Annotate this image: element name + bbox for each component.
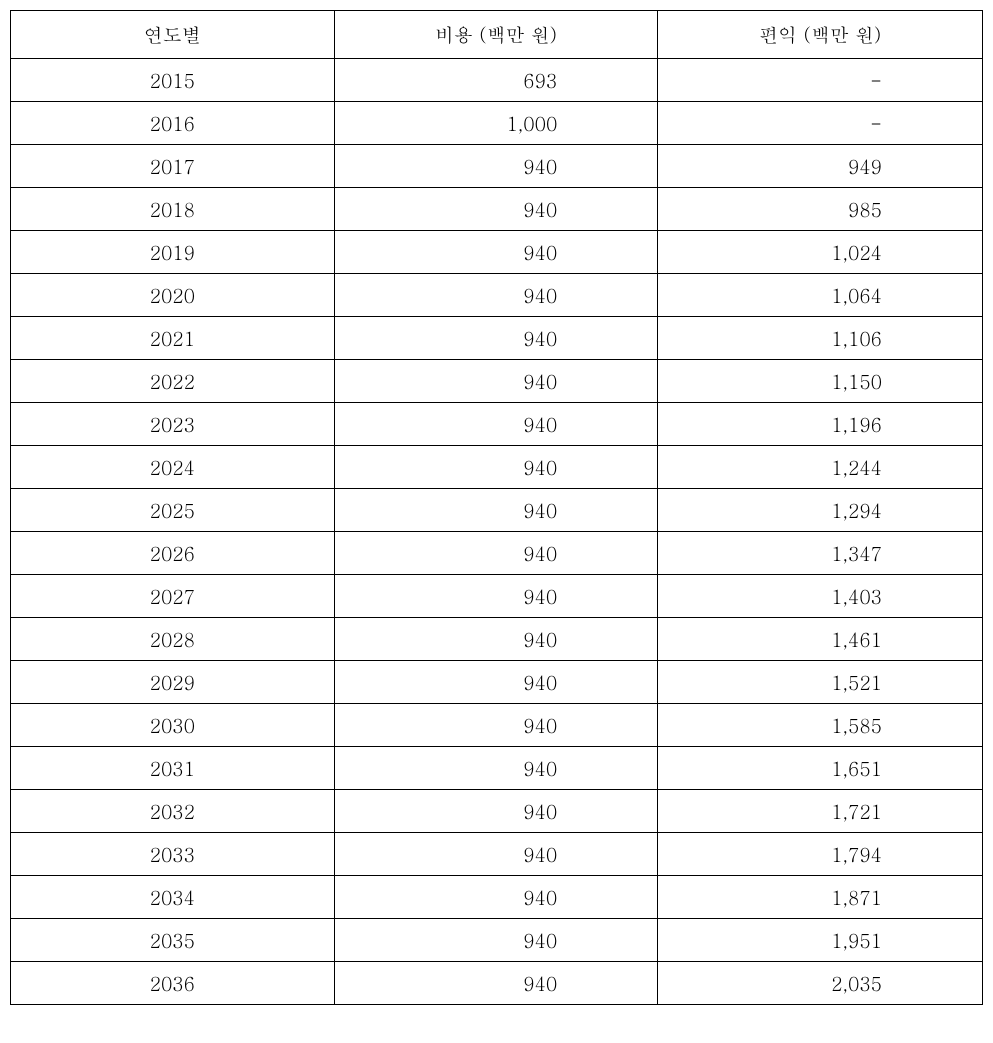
table-row: 20359401,951 [11, 919, 983, 962]
cell-year: 2016 [11, 102, 335, 145]
cell-year: 2035 [11, 919, 335, 962]
cell-benefit: - [658, 102, 983, 145]
table-row: 20299401,521 [11, 661, 983, 704]
cell-cost: 940 [334, 704, 658, 747]
cell-year: 2015 [11, 59, 335, 102]
cell-cost: 940 [334, 618, 658, 661]
cell-cost: 940 [334, 532, 658, 575]
table-row: 20269401,347 [11, 532, 983, 575]
cell-benefit: 1,871 [658, 876, 983, 919]
cell-benefit: 1,024 [658, 231, 983, 274]
table-row: 20249401,244 [11, 446, 983, 489]
cell-year: 2034 [11, 876, 335, 919]
cell-benefit: 1,951 [658, 919, 983, 962]
table-row: 20199401,024 [11, 231, 983, 274]
cell-benefit: 949 [658, 145, 983, 188]
cell-benefit: 1,196 [658, 403, 983, 446]
cell-benefit: 1,461 [658, 618, 983, 661]
cell-cost: 940 [334, 274, 658, 317]
cell-cost: 940 [334, 489, 658, 532]
cell-year: 2023 [11, 403, 335, 446]
table-row: 20329401,721 [11, 790, 983, 833]
cell-benefit: 1,585 [658, 704, 983, 747]
cell-year: 2036 [11, 962, 335, 1005]
cell-year: 2027 [11, 575, 335, 618]
cell-year: 2018 [11, 188, 335, 231]
cell-cost: 940 [334, 661, 658, 704]
cell-year: 2022 [11, 360, 335, 403]
table-row: 20219401,106 [11, 317, 983, 360]
table-row: 20349401,871 [11, 876, 983, 919]
cell-cost: 940 [334, 876, 658, 919]
header-cost: 비용 (백만 원) [334, 11, 658, 59]
cell-year: 2030 [11, 704, 335, 747]
cell-benefit: 1,651 [658, 747, 983, 790]
cell-benefit: 1,064 [658, 274, 983, 317]
table-row: 20339401,794 [11, 833, 983, 876]
cost-benefit-table: 연도별 비용 (백만 원) 편익 (백만 원) 2015693-20161,00… [10, 10, 983, 1005]
table-row: 20369402,035 [11, 962, 983, 1005]
cell-cost: 940 [334, 145, 658, 188]
table-row: 20239401,196 [11, 403, 983, 446]
header-year: 연도별 [11, 11, 335, 59]
cell-benefit: 985 [658, 188, 983, 231]
table-header-row: 연도별 비용 (백만 원) 편익 (백만 원) [11, 11, 983, 59]
cell-benefit: 1,521 [658, 661, 983, 704]
cell-benefit: 1,150 [658, 360, 983, 403]
table-row: 2015693- [11, 59, 983, 102]
cell-cost: 940 [334, 403, 658, 446]
cell-year: 2029 [11, 661, 335, 704]
cell-year: 2025 [11, 489, 335, 532]
cell-cost: 940 [334, 833, 658, 876]
cell-cost: 940 [334, 360, 658, 403]
cell-cost: 940 [334, 919, 658, 962]
cell-cost: 940 [334, 575, 658, 618]
table-row: 20229401,150 [11, 360, 983, 403]
cell-benefit: 1,244 [658, 446, 983, 489]
table-row: 20289401,461 [11, 618, 983, 661]
table-row: 20209401,064 [11, 274, 983, 317]
cell-benefit: - [658, 59, 983, 102]
cell-cost: 940 [334, 188, 658, 231]
cell-benefit: 1,721 [658, 790, 983, 833]
cell-cost: 940 [334, 962, 658, 1005]
cell-benefit: 1,347 [658, 532, 983, 575]
cell-year: 2021 [11, 317, 335, 360]
cell-year: 2028 [11, 618, 335, 661]
cell-cost: 1,000 [334, 102, 658, 145]
table-row: 20259401,294 [11, 489, 983, 532]
cell-year: 2031 [11, 747, 335, 790]
table-row: 20319401,651 [11, 747, 983, 790]
cell-year: 2017 [11, 145, 335, 188]
cell-cost: 940 [334, 790, 658, 833]
cell-benefit: 1,106 [658, 317, 983, 360]
table-row: 2018940985 [11, 188, 983, 231]
table-row: 20309401,585 [11, 704, 983, 747]
cell-benefit: 1,794 [658, 833, 983, 876]
cell-year: 2020 [11, 274, 335, 317]
cell-year: 2026 [11, 532, 335, 575]
header-benefit: 편익 (백만 원) [658, 11, 983, 59]
cell-year: 2032 [11, 790, 335, 833]
cell-cost: 693 [334, 59, 658, 102]
cell-year: 2033 [11, 833, 335, 876]
cell-cost: 940 [334, 231, 658, 274]
table-row: 20161,000- [11, 102, 983, 145]
cell-year: 2024 [11, 446, 335, 489]
cell-cost: 940 [334, 317, 658, 360]
cell-benefit: 1,403 [658, 575, 983, 618]
cell-benefit: 1,294 [658, 489, 983, 532]
table-row: 2017940949 [11, 145, 983, 188]
cell-benefit: 2,035 [658, 962, 983, 1005]
cell-cost: 940 [334, 446, 658, 489]
cell-cost: 940 [334, 747, 658, 790]
cell-year: 2019 [11, 231, 335, 274]
table-row: 20279401,403 [11, 575, 983, 618]
